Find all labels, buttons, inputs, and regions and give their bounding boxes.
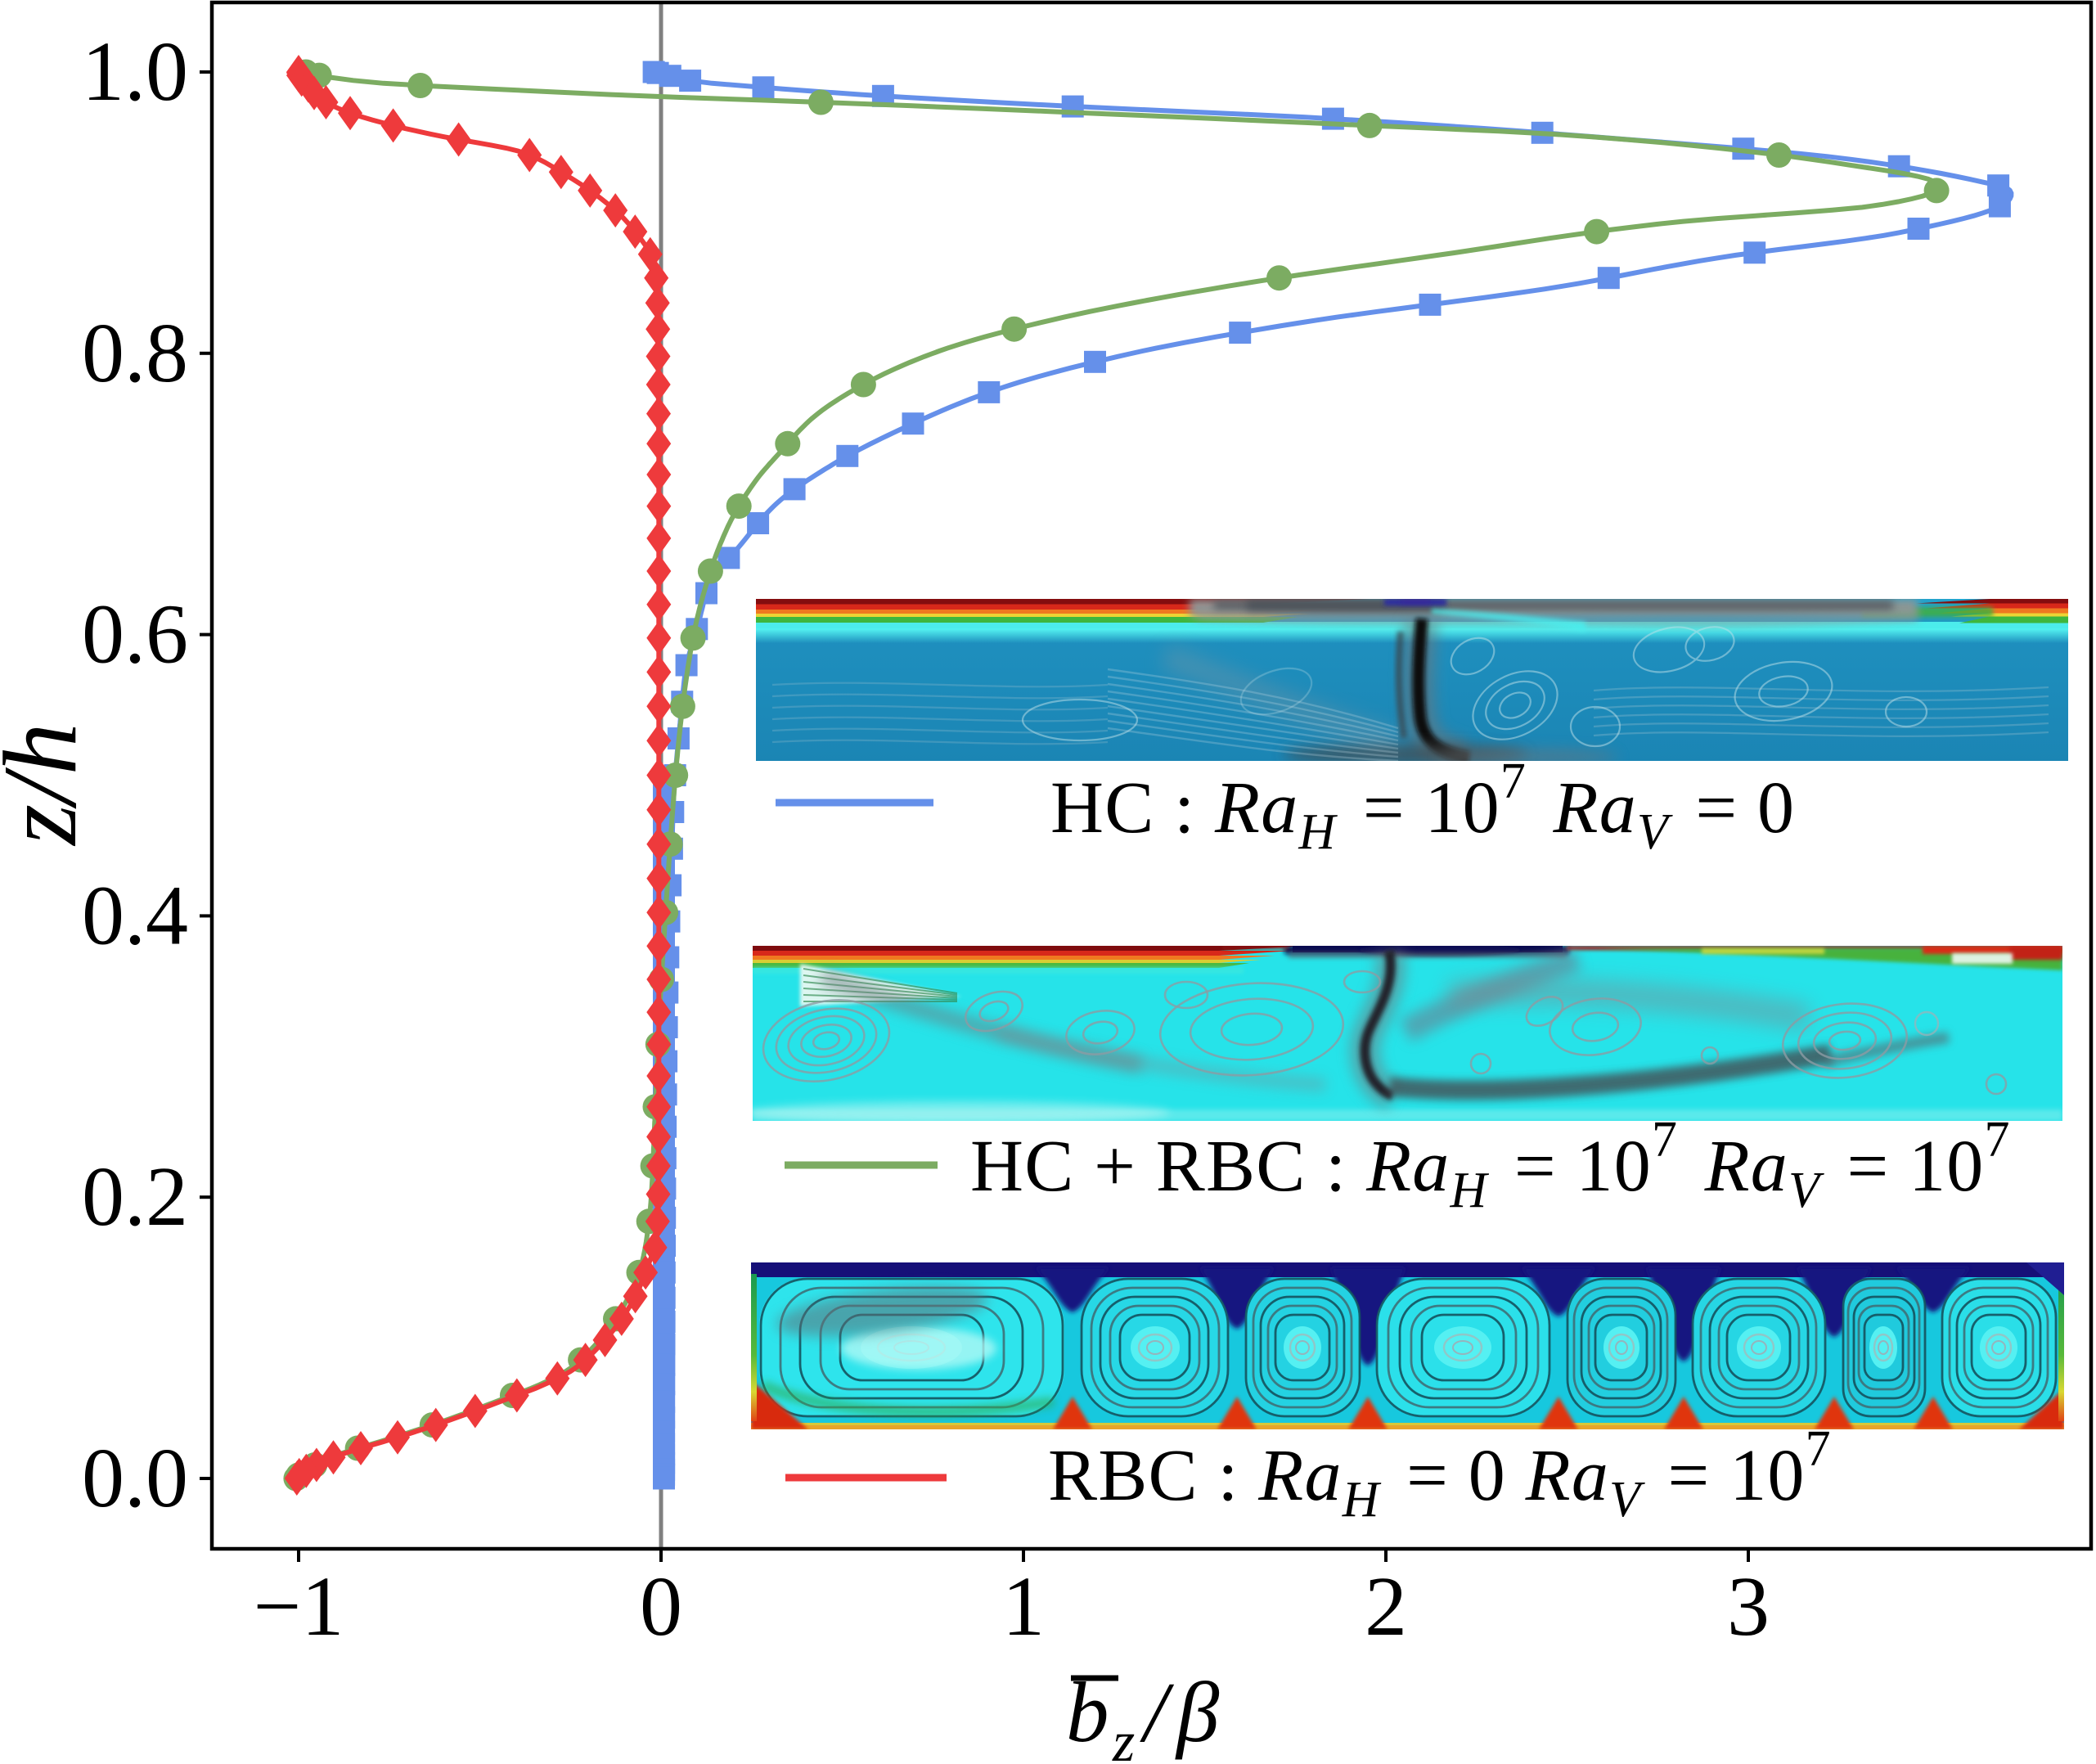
svg-text:0.6: 0.6 [82,587,188,682]
svg-text:0: 0 [640,1559,682,1654]
svg-text:3: 3 [1727,1559,1770,1654]
svg-text:0.8: 0.8 [82,306,188,400]
svg-text:1.0: 1.0 [82,25,188,119]
svg-text:HC + RBC : RaH = 107 RaV =: HC + RBC : RaH = 107 RaV = 107 [970,1112,2017,1218]
svg-text:RBC : RaH = 0 RaV = 107: RBC : RaH = 0 RaV = 107 [1048,1421,1839,1528]
svg-text:0.4: 0.4 [82,868,188,962]
svg-text:0.2: 0.2 [82,1150,188,1244]
svg-text:β: β [1175,1664,1220,1760]
svg-text:1: 1 [1002,1559,1045,1654]
svg-text:z/h: z/h [0,722,98,846]
svg-text:2: 2 [1365,1559,1407,1654]
svg-text:HC : RaH = 107 RaV = 0: HC : RaH = 107 RaV = 0 [1050,754,1795,860]
svg-text:−1: −1 [254,1559,344,1654]
svg-text:0.0: 0.0 [82,1431,188,1525]
svg-text:z: z [1112,1711,1135,1764]
